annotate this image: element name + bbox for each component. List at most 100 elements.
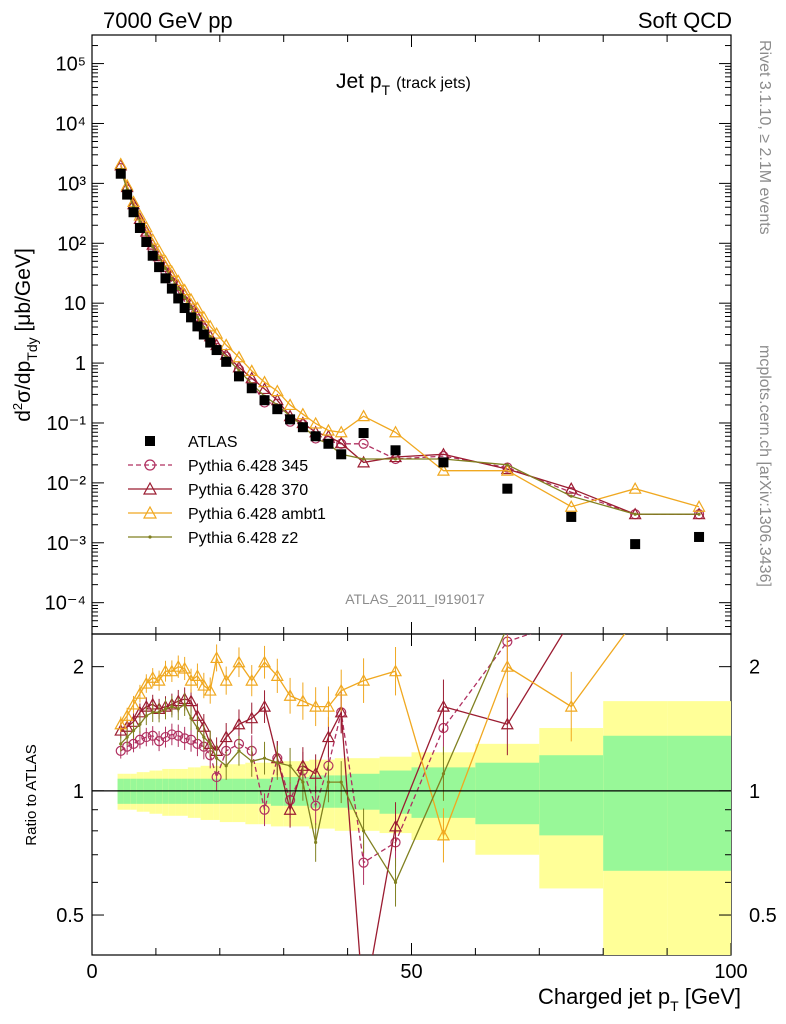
- atlas-data-point: [198, 329, 209, 340]
- main-y-axis-label: d2σ/dpTdy [μb/GeV]: [10, 248, 40, 422]
- ratio-series-point: [314, 840, 318, 844]
- ratio-y-tick-label-right: 1: [749, 781, 760, 803]
- main-series-point: [358, 438, 369, 449]
- atlas-data-point: [285, 414, 296, 425]
- main-series-point: [178, 283, 192, 296]
- ratio-series-point: [259, 804, 270, 815]
- header-left: 7000 GeV pp: [103, 8, 233, 33]
- ratio-series-point: [208, 742, 212, 746]
- ratio-y-tick-label-right: 2: [749, 657, 760, 679]
- atlas-data-point: [205, 337, 216, 348]
- main-series-point: [176, 287, 180, 291]
- main-series-point: [270, 384, 284, 397]
- atlas-data-point: [336, 449, 347, 460]
- main-y-tick-label: 10⁻³: [47, 533, 87, 555]
- atlas-data-point: [221, 356, 232, 367]
- atlas-data-point: [192, 321, 203, 332]
- ratio-series-point: [152, 673, 166, 686]
- main-series-point: [633, 512, 637, 516]
- ratio-series-point: [309, 699, 323, 712]
- atlas-data-point: [115, 168, 126, 179]
- mcplots-label: mcplots.cern.ch [arXiv:1306.3436]: [756, 345, 773, 587]
- ratio-series-2: [114, 634, 626, 863]
- ratio-series-point: [361, 829, 366, 833]
- main-series-point: [393, 457, 398, 461]
- analysis-tag: ATLAS_2011_I919017: [345, 591, 485, 607]
- atlas-data-point: [323, 438, 334, 449]
- main-y-tick-label: 10⁻¹: [47, 413, 87, 435]
- ratio-series-point: [564, 699, 578, 712]
- main-series-point: [334, 425, 348, 438]
- legend-label: Pythia 6.428 345: [188, 458, 308, 475]
- main-series-point: [203, 319, 217, 332]
- ratio-series-point: [500, 717, 514, 730]
- ratio-series-point: [215, 756, 219, 760]
- main-series-point: [144, 232, 148, 237]
- rivet-label: Rivet 3.1.10, ≥ 2.1M events: [756, 40, 773, 235]
- main-y-tick-label: 10⁻²: [47, 473, 87, 495]
- ratio-series-point: [237, 749, 241, 753]
- ratio-series-point: [358, 857, 369, 868]
- ratio-series-point: [114, 723, 128, 736]
- legend-label: Pythia 6.428 370: [188, 482, 308, 499]
- ratio-y-tick-label-left: 1: [73, 781, 84, 803]
- ratio-series-point: [389, 664, 403, 677]
- ratio-series-point: [224, 764, 228, 768]
- ratio-series-point: [357, 673, 371, 686]
- ratio-series-point: [197, 678, 211, 691]
- uncertainty-band-inner: [603, 735, 668, 871]
- main-y-tick-label: 10⁵: [55, 54, 86, 76]
- main-series-point: [171, 274, 185, 287]
- uncertainty-band-inner: [539, 755, 604, 836]
- main-series-point: [389, 425, 403, 438]
- ratio-series-point: [296, 694, 310, 707]
- ratio-series-1: [114, 634, 564, 955]
- x-tick-label: 50: [400, 961, 422, 983]
- ratio-y-tick-label-left: 2: [73, 657, 84, 679]
- uncertainty-band-inner: [667, 735, 731, 871]
- ratio-series-point: [500, 659, 514, 672]
- ratio-series-point: [339, 780, 343, 784]
- ratio-series-point: [301, 780, 305, 784]
- main-series-point: [258, 375, 272, 388]
- main-series-point: [361, 457, 366, 461]
- legend-marker-atlas: [145, 436, 155, 446]
- header-right: Soft QCD: [638, 8, 732, 33]
- main-series-point: [309, 416, 323, 429]
- uncertainty-band-inner: [475, 762, 540, 825]
- ratio-panel: 0.5 0.5 1 1 2 2 0 50 100: [56, 633, 777, 983]
- main-series-point: [283, 398, 297, 411]
- ratio-series-point: [309, 767, 323, 779]
- main-series-point: [564, 499, 578, 512]
- atlas-data-point: [160, 273, 171, 284]
- ratio-series-point: [139, 676, 153, 689]
- ratio-series-point: [195, 726, 200, 730]
- ratio-series-point: [141, 731, 152, 743]
- main-series-point: [628, 481, 642, 494]
- ratio-series-point: [393, 880, 398, 884]
- main-series-point: [210, 326, 224, 339]
- ratio-series-point: [138, 722, 142, 726]
- main-y-tick-label: 10³: [57, 173, 86, 195]
- ratio-series-point: [120, 709, 134, 721]
- ratio-series-point: [202, 735, 206, 739]
- atlas-data-point: [141, 237, 152, 248]
- ratio-series-point: [189, 716, 193, 720]
- main-series-point: [170, 277, 174, 281]
- ratio-series-point: [258, 655, 272, 668]
- main-series-point: [697, 512, 701, 516]
- ratio-y-tick-label-right: 0.5: [749, 905, 777, 927]
- ratio-series-point: [211, 771, 222, 783]
- ratio-series-3: [119, 634, 505, 907]
- atlas-data-point: [147, 250, 158, 261]
- ratio-series-point: [119, 742, 123, 746]
- ratio-series-point: [144, 714, 148, 718]
- ratio-series-point: [157, 710, 161, 714]
- main-series-point: [569, 494, 573, 498]
- ratio-series-point: [326, 780, 331, 784]
- atlas-data-point: [438, 457, 449, 468]
- ratio-series-point: [210, 651, 224, 664]
- main-y-tick-label: 1: [75, 353, 86, 375]
- legend-marker: [142, 505, 158, 519]
